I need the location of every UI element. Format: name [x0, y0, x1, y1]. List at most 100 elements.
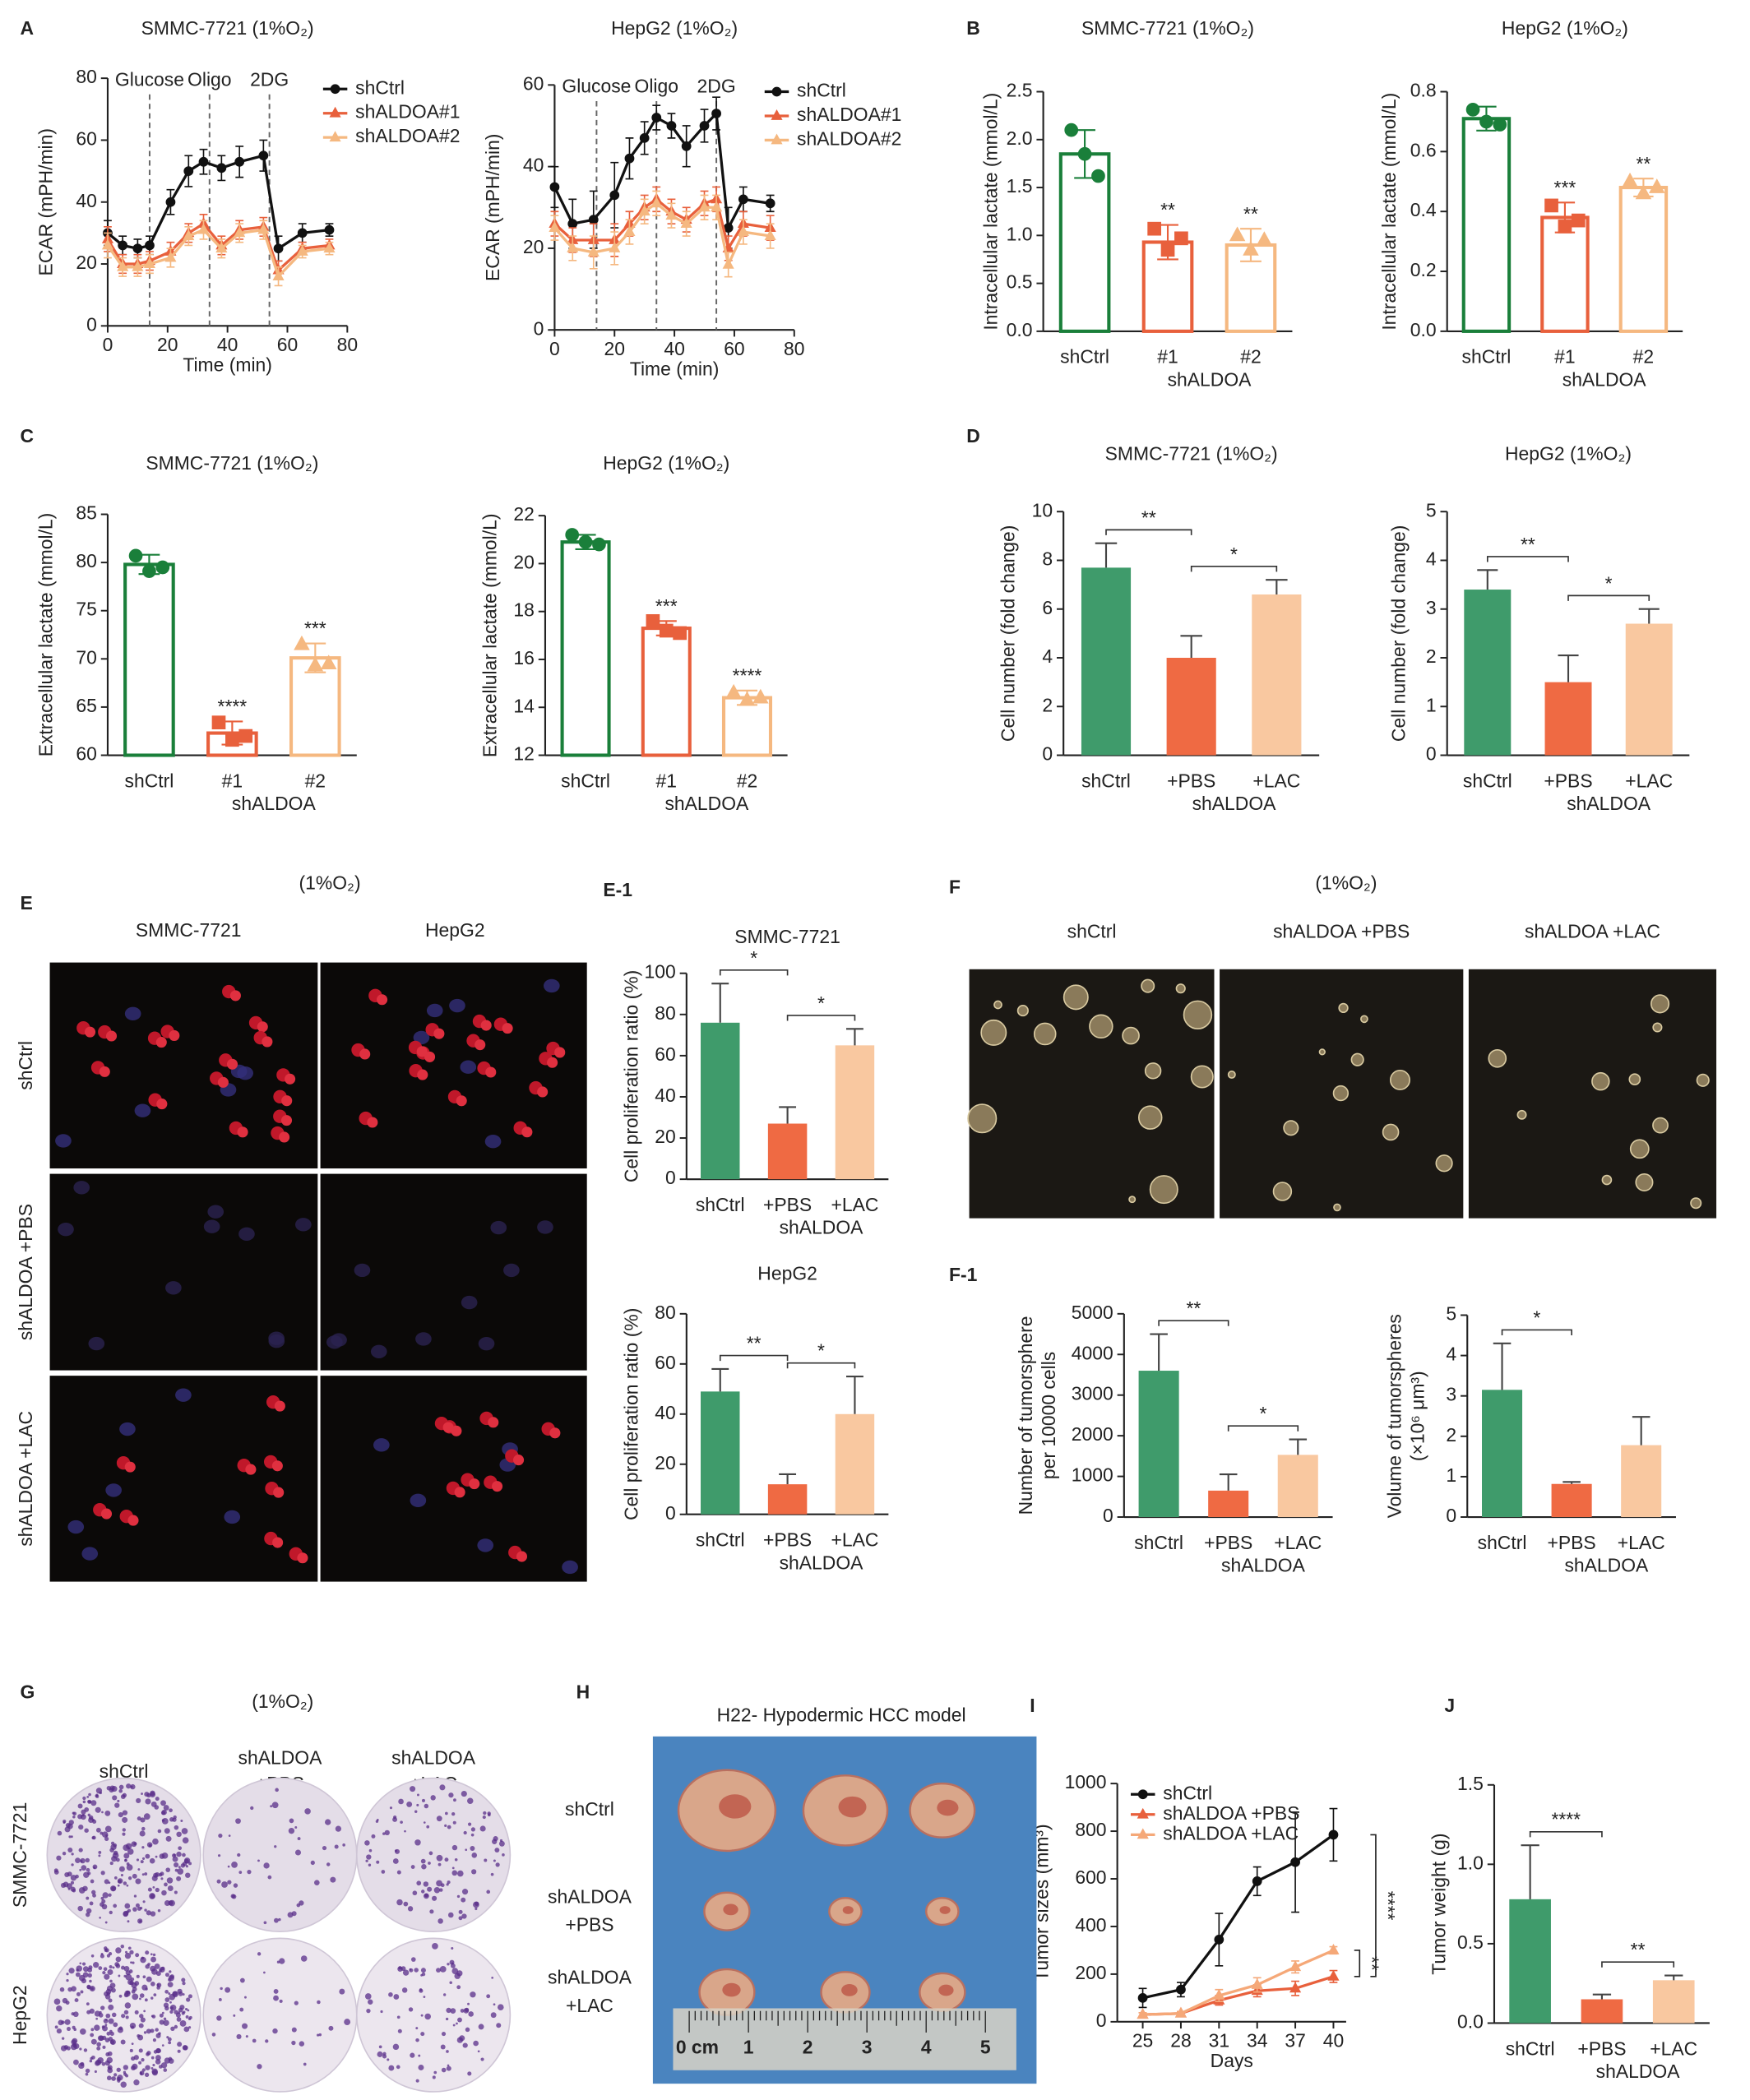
- bracket: [1105, 529, 1192, 535]
- nucleus: [449, 998, 465, 1013]
- y-tick-label: 0: [665, 1167, 676, 1188]
- colony: [155, 2059, 161, 2065]
- x-tick-label: 0: [103, 334, 113, 355]
- chart-title: HepG2 (1%O₂): [603, 452, 729, 474]
- colony: [102, 1892, 109, 1899]
- colony: [304, 1808, 311, 1815]
- edu-cell: [272, 1537, 284, 1548]
- error-bar: [779, 1473, 797, 1485]
- colony: [156, 2048, 161, 2054]
- point: [1137, 1828, 1149, 1839]
- bracket-label: *: [1533, 1307, 1540, 1328]
- colony: [155, 1887, 160, 1893]
- colony: [446, 2050, 449, 2053]
- colony: [426, 1825, 430, 1829]
- edu-cell: [257, 1021, 268, 1033]
- colony: [263, 1971, 266, 1974]
- y-tick-label: 3: [1426, 597, 1437, 618]
- point: [698, 201, 711, 212]
- colony: [118, 1866, 125, 1872]
- bracket: [1529, 1830, 1603, 1838]
- colony: [480, 2057, 484, 2061]
- x-tick-label: +PBS: [763, 1529, 812, 1551]
- colony: [91, 1819, 95, 1822]
- colony: [142, 1975, 146, 1979]
- y-tick-label: 0.8: [1410, 80, 1437, 101]
- x-tick-label: 40: [664, 338, 684, 359]
- colony: [451, 1811, 456, 1816]
- colony: [127, 1946, 132, 1950]
- colony: [136, 1974, 140, 1978]
- colony: [85, 1857, 90, 1863]
- colony: [487, 1811, 491, 1816]
- series-line: [1142, 1949, 1335, 2016]
- x-tick-label: #1: [656, 770, 677, 791]
- bar: [701, 1391, 740, 1515]
- x-tick-label: #2: [1240, 346, 1261, 368]
- colony: [183, 2045, 188, 2051]
- colony: [486, 1890, 491, 1894]
- colony: [57, 1830, 62, 1836]
- colony: [378, 2045, 382, 2049]
- colony: [90, 1879, 95, 1884]
- colony: [163, 2019, 169, 2026]
- colony: [242, 2023, 248, 2029]
- colony: [139, 1997, 141, 2001]
- panel-label: H: [576, 1681, 590, 1702]
- colony: [124, 2002, 132, 2009]
- bracket: [1567, 594, 1650, 601]
- row-label: SMMC-7721: [9, 1802, 30, 1908]
- group-label: shALDOA: [1564, 1555, 1649, 1576]
- colony: [72, 1811, 75, 1815]
- nucleus: [413, 1030, 430, 1045]
- chart-title: HepG2 (1%O₂): [1505, 443, 1632, 465]
- error-bar: [1477, 569, 1498, 590]
- bracket-label: *: [817, 1340, 825, 1362]
- x-tick-label: shCtrl: [1462, 346, 1512, 368]
- colony: [381, 1870, 386, 1874]
- colony: [458, 1909, 463, 1914]
- colony: [187, 2009, 190, 2012]
- sphere: [1137, 1105, 1163, 1130]
- colony: [257, 1859, 260, 1862]
- error-bar: [1150, 1333, 1168, 1371]
- y-tick-label: 3: [1446, 1384, 1456, 1405]
- colony: [146, 1976, 152, 1982]
- colony: [317, 2000, 321, 2005]
- x-tick-label: #1: [222, 770, 243, 791]
- colony: [77, 1814, 83, 1820]
- colony: [179, 2020, 187, 2027]
- x-tick-label: +LAC: [831, 1194, 878, 1215]
- nucleus: [58, 1222, 74, 1237]
- colony: [371, 1834, 376, 1839]
- colony: [126, 1884, 129, 1887]
- colony: [457, 2017, 462, 2023]
- point: [1465, 103, 1480, 117]
- colony: [368, 1863, 372, 1866]
- colony: [109, 1964, 113, 1969]
- colony: [129, 2022, 137, 2029]
- nucleus: [477, 1538, 494, 1552]
- point: [650, 197, 663, 208]
- error-bar: [1632, 1416, 1650, 1445]
- colony: [111, 2012, 117, 2018]
- y-axis-label: Cell proliferation ratio (%): [620, 970, 641, 1182]
- colony: [85, 2072, 89, 2076]
- y-tick-label: 80: [655, 1002, 675, 1024]
- nucleus: [426, 1003, 443, 1018]
- colony: [155, 1797, 160, 1802]
- x-tick-label: shCtrl: [1134, 1532, 1183, 1553]
- colony: [127, 1848, 134, 1855]
- colony: [288, 1827, 295, 1834]
- group-label: shALDOA: [664, 793, 749, 814]
- colony: [211, 2033, 216, 2037]
- x-tick-label: 40: [217, 334, 238, 355]
- edu-cell: [554, 1047, 566, 1058]
- colony: [104, 1921, 108, 1924]
- sphere: [1062, 984, 1089, 1011]
- bracket-label: *: [817, 992, 825, 1014]
- x-tick-label: +PBS: [763, 1194, 812, 1215]
- colony: [366, 2008, 371, 2014]
- y-tick-label: 2.0: [1007, 127, 1033, 149]
- colony: [318, 2033, 322, 2037]
